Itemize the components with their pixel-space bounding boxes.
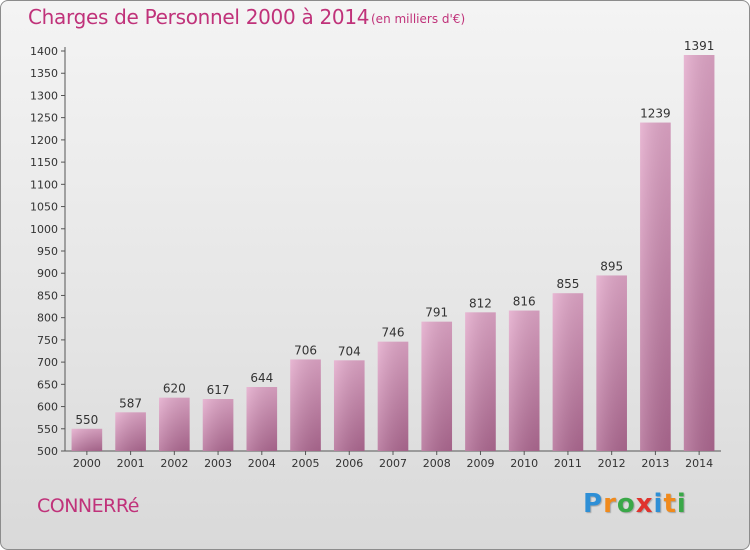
- y-tick-label: 700: [37, 356, 58, 369]
- logo-letter: P: [583, 489, 604, 519]
- y-tick-label: 1100: [30, 178, 58, 191]
- commune-name: CONNERRé: [37, 495, 139, 517]
- logo-letter: i: [676, 489, 687, 519]
- y-tick-label: 1250: [30, 112, 58, 125]
- y-tick-label: 1300: [30, 89, 58, 102]
- x-tick-label: 2006: [335, 457, 363, 470]
- data-label-2012: 895: [600, 259, 623, 273]
- data-label-2007: 746: [382, 326, 405, 340]
- data-label-2008: 791: [425, 306, 448, 320]
- bar-shade-2012: [596, 275, 627, 451]
- bar-shade-2007: [377, 341, 409, 451]
- x-tick-label: 2004: [248, 457, 276, 470]
- y-axis: 500 550 600 650 700 750 800 850 900 950 1000 1050 11…: [30, 45, 66, 458]
- data-label-2003: 617: [207, 383, 230, 397]
- logo-letter: x: [635, 489, 654, 519]
- y-tick-label: 1050: [30, 201, 58, 214]
- y-tick-label: 550: [37, 423, 58, 436]
- x-tick-label: 2009: [466, 457, 494, 470]
- bar-shade-2004: [246, 387, 278, 451]
- data-label-2000: 550: [75, 413, 98, 427]
- bar-shade-2009: [465, 312, 496, 451]
- bar-shade-2014: [683, 55, 715, 451]
- bar-shade-2003: [202, 399, 234, 451]
- bar-shade-2008: [421, 321, 453, 451]
- bar-shade-2005: [290, 359, 321, 451]
- data-labels-group: 550 587 620 617 644 706 704 746 791 812 816 855 895 1…: [75, 39, 714, 427]
- bars-group: [71, 55, 715, 452]
- bar-shade-2006: [333, 360, 365, 451]
- logo-letter: r: [603, 489, 617, 519]
- y-tick-label: 1400: [30, 45, 58, 58]
- x-tick-label: 2008: [423, 457, 451, 470]
- logo-letter: o: [616, 489, 636, 519]
- proxiti-logo: Proxiti: [583, 489, 687, 519]
- bar-shade-2010: [508, 310, 540, 451]
- x-tick-label: 2000: [73, 457, 101, 470]
- x-tick-label: 2007: [379, 457, 407, 470]
- data-label-2004: 644: [250, 371, 273, 385]
- x-tick-label: 2003: [204, 457, 232, 470]
- bar-shade-2002: [159, 397, 190, 451]
- y-tick-label: 1150: [30, 156, 58, 169]
- x-tick-label: 2002: [160, 457, 188, 470]
- x-tick-label: 2005: [292, 457, 320, 470]
- x-axis: 2000 2001 2002 2003 2004 2005 2006 2007 2008 2009…: [65, 450, 721, 470]
- data-label-2013: 1239: [640, 107, 671, 121]
- x-tick-label: 2001: [117, 457, 145, 470]
- data-label-2005: 706: [294, 343, 317, 357]
- y-tick-label: 800: [37, 312, 58, 325]
- y-tick-label: 1350: [30, 67, 58, 80]
- data-label-2014: 1391: [684, 39, 715, 53]
- bar-shade-2013: [640, 122, 671, 452]
- data-label-2001: 587: [119, 396, 142, 410]
- x-tick-label: 2012: [598, 457, 626, 470]
- data-label-2006: 704: [338, 344, 361, 358]
- y-tick-label: 1200: [30, 134, 58, 147]
- y-tick-label: 900: [37, 267, 58, 280]
- chart-subtitle: (en milliers d'€): [371, 12, 466, 26]
- logo-letter: i: [653, 489, 664, 519]
- x-tick-label: 2010: [510, 457, 538, 470]
- bar-shade-2001: [115, 412, 146, 451]
- y-tick-label: 650: [37, 378, 58, 391]
- x-tick-label: 2013: [641, 457, 669, 470]
- data-label-2002: 620: [163, 382, 186, 396]
- x-tick-label: 2011: [554, 457, 582, 470]
- logo-letter: t: [663, 489, 677, 519]
- y-tick-label: 750: [37, 334, 58, 347]
- data-label-2010: 816: [513, 295, 536, 309]
- bar-shade-2011: [552, 293, 584, 451]
- data-label-2011: 855: [556, 277, 579, 291]
- y-tick-label: 850: [37, 289, 58, 302]
- bar-shade-2000: [71, 428, 103, 451]
- y-tick-label: 1000: [30, 223, 58, 236]
- y-tick-label: 600: [37, 401, 58, 414]
- x-tick-label: 2014: [685, 457, 713, 470]
- y-tick-label: 950: [37, 245, 58, 258]
- y-tick-label: 500: [37, 445, 58, 458]
- data-label-2009: 812: [469, 296, 492, 310]
- chart-title: Charges de Personnel 2000 à 2014: [28, 5, 370, 29]
